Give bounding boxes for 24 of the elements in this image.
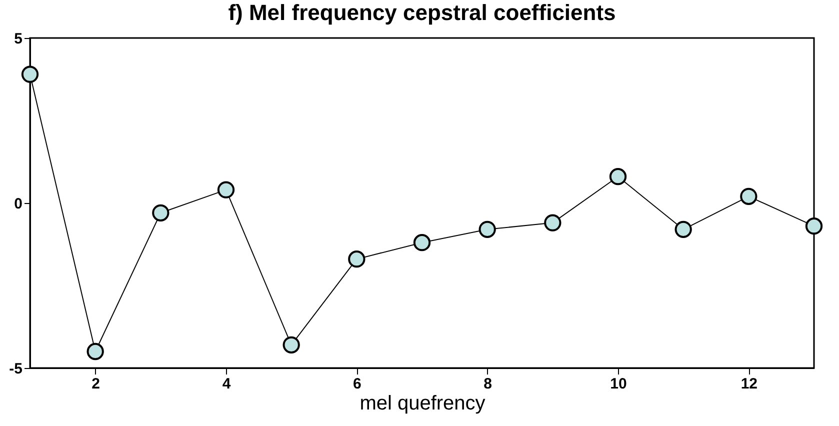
x-axis-title: mel quefrency	[360, 392, 486, 414]
point	[21, 66, 39, 83]
x-tick-label: 10	[610, 376, 627, 392]
x-tick-label: 12	[740, 376, 758, 392]
x-tick-label: 2	[92, 376, 100, 392]
x-tick-label: 6	[352, 376, 362, 392]
point	[674, 220, 692, 238]
y-tick-label: 5	[14, 30, 22, 48]
point	[348, 250, 366, 268]
point	[740, 188, 758, 205]
point	[478, 220, 496, 238]
point	[152, 204, 170, 222]
point	[86, 342, 104, 360]
x-tick-label: 4	[222, 376, 232, 392]
point	[609, 168, 627, 186]
point	[413, 234, 431, 252]
y-tick-label: 0	[14, 196, 22, 212]
y-tick-label: -5	[9, 360, 22, 378]
point	[217, 181, 235, 198]
chart-title: f) Mel frequency cepstral coefficients	[228, 0, 616, 25]
point	[805, 218, 823, 235]
point	[544, 214, 562, 232]
x-tick-label: 8	[484, 376, 492, 392]
point	[282, 336, 300, 354]
